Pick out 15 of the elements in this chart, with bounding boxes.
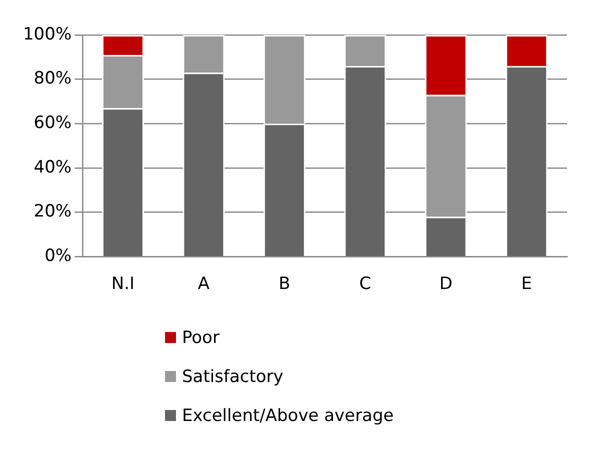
y-tick-label: 60%	[34, 113, 72, 134]
y-tick-label: 80%	[34, 68, 72, 89]
legend-label: Satisfactory	[182, 366, 284, 386]
x-tick-label: B	[278, 274, 290, 294]
x-tick-label: C	[359, 274, 372, 294]
legend-label: Excellent/Above average	[182, 406, 394, 426]
y-tick-label: 40%	[34, 157, 72, 178]
legend-label: Poor	[182, 328, 220, 348]
x-tick-label: N.I	[111, 274, 135, 294]
x-tick-label: D	[439, 274, 452, 294]
y-tick-label: 100%	[22, 24, 72, 44]
x-tick-label: E	[521, 274, 532, 294]
y-tick-label: 20%	[34, 202, 72, 222]
y-tick-label: 0%	[44, 246, 72, 266]
x-tick-label: A	[198, 274, 210, 294]
